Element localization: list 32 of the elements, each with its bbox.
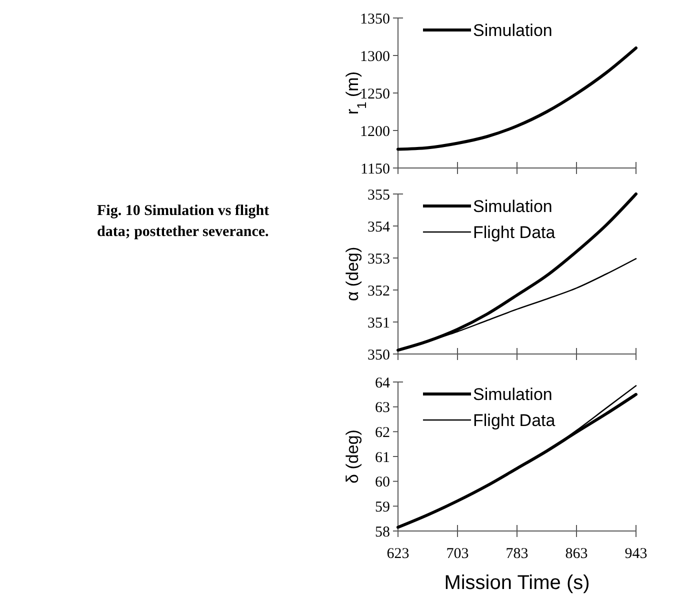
y-tick-label: 1300 [360,48,390,65]
y-tick-label: 62 [375,424,390,441]
legend-label: Flight Data [473,222,556,242]
y-tick-label: 353 [368,251,390,268]
caption: Fig. 10 Simulation vs flight data; posttether severance. [97,203,270,240]
legend-label: Simulation [473,196,552,216]
y-tick-label: 355 [368,187,390,204]
x-tick-label: 863 [565,546,588,562]
y-axis-title: α (deg) [343,246,362,302]
y-tick-label: 61 [375,450,390,466]
y-tick-label: 1200 [360,124,390,140]
y-tick-label: 58 [375,524,390,540]
x-tick-label: 783 [506,546,528,562]
x-tick-label: 703 [446,546,469,562]
y-tick-label: 352 [368,283,390,300]
y-tick-label: 351 [368,315,390,332]
y-tick-label: 350 [368,347,390,364]
y-tick-label: 1250 [360,86,390,102]
x-tick-label: 943 [624,546,648,562]
y-tick-label: 59 [375,499,390,516]
legend-label: Flight Data [473,410,556,430]
x-axis-title: Mission Time (s) [444,572,590,594]
y-tick-label: 354 [368,219,390,236]
y-tick-label: 64 [375,375,390,392]
x-tick-label: 623 [386,546,410,562]
y-tick-label: 63 [375,400,390,416]
legend-label: Simulation [473,384,552,404]
legend-label: Simulation [473,20,552,40]
y-axis-title: δ (deg) [343,430,362,484]
y-tick-label: 60 [375,474,390,491]
y-tick-label: 1150 [360,161,390,178]
y-tick-label: 1350 [360,11,390,28]
